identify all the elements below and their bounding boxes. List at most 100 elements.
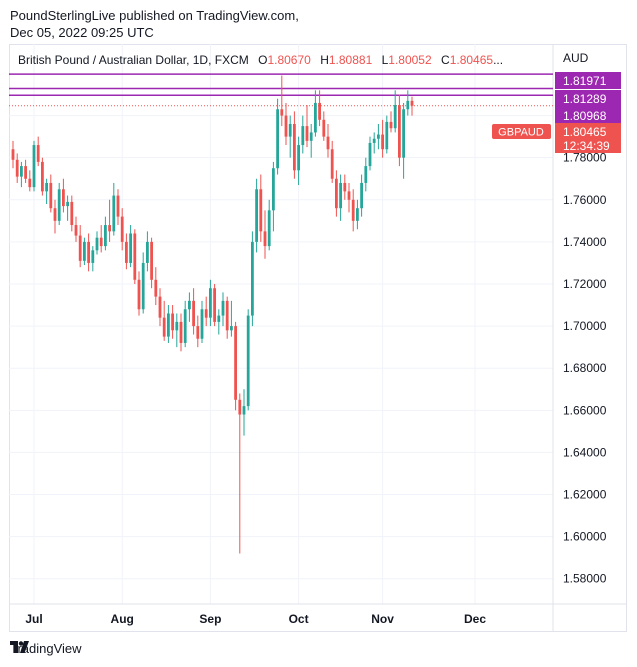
time-tick-label: Oct — [289, 612, 309, 626]
candle-body — [66, 201, 69, 207]
time-tick-label: Sep — [199, 612, 221, 626]
level-label-bg — [555, 72, 621, 89]
level-label-bg — [555, 107, 621, 124]
candle-body — [95, 237, 99, 251]
candle-body — [259, 189, 263, 232]
candle-body — [272, 168, 275, 211]
tradingview-brand: TradingView — [10, 641, 82, 656]
open-label: O — [258, 53, 267, 67]
price-tick-label: 1.64000 — [563, 445, 607, 459]
candle-body — [360, 182, 363, 209]
candle-body — [154, 279, 158, 297]
candle-body — [87, 241, 90, 263]
candle-body — [364, 166, 368, 183]
candle-body — [167, 313, 170, 337]
candle-body — [192, 300, 195, 327]
candle-body — [112, 195, 116, 232]
candle-body — [175, 321, 179, 331]
candle-body — [284, 115, 288, 137]
candle-body — [196, 326, 200, 339]
candle-body — [389, 121, 393, 129]
symbol-title: British Pound / Australian Dollar, 1D, F… — [18, 53, 249, 67]
candle-body — [141, 262, 145, 310]
candle-body — [116, 195, 120, 217]
high-label: H — [320, 53, 329, 67]
candle-body — [377, 134, 380, 139]
candle-body — [36, 145, 40, 162]
candle-body — [99, 237, 103, 247]
level-label-value: 1.80968 — [563, 109, 607, 123]
axis-currency-label: AUD — [563, 51, 589, 65]
open-value: 1.80670 — [267, 53, 311, 67]
candle-body — [221, 300, 225, 316]
candle-body — [20, 166, 23, 177]
candle-body — [225, 300, 229, 331]
candle-body — [314, 102, 317, 133]
legend-ellipsis: ... — [493, 53, 503, 67]
horizontal-levels — [9, 73, 553, 96]
candle-body — [234, 326, 237, 400]
price-tick-label: 1.60000 — [563, 530, 607, 544]
candle-body — [339, 182, 342, 209]
candle-body — [318, 102, 321, 120]
tradingview-logo-icon — [10, 641, 29, 653]
candle-body — [45, 182, 48, 192]
candle-body — [183, 309, 187, 343]
candle-body — [356, 208, 359, 221]
candle-body — [406, 100, 410, 110]
candle-body — [385, 121, 389, 150]
candle-body — [78, 235, 82, 261]
close-value: 1.80465 — [450, 53, 494, 67]
candle-body — [204, 309, 208, 318]
candle-body — [133, 233, 137, 280]
level-label-value: 1.81289 — [563, 92, 607, 106]
candle-body — [267, 210, 271, 247]
time-axis[interactable]: Jul Aug Sep Oct Nov Dec — [25, 612, 486, 626]
candle-body — [393, 105, 397, 129]
candle-body — [200, 309, 204, 339]
price-tick-label: 1.62000 — [563, 488, 607, 502]
candle-body — [108, 225, 111, 232]
low-value: 1.80052 — [388, 53, 432, 67]
candle-body — [11, 149, 15, 160]
candle-body — [91, 250, 95, 263]
candle-body — [57, 189, 61, 221]
candle-body — [162, 317, 166, 337]
candle-body — [15, 159, 19, 177]
low-label: L — [382, 53, 389, 67]
candle-body — [150, 241, 153, 280]
candle-body — [246, 315, 250, 407]
price-tick-label: 1.66000 — [563, 403, 607, 417]
candle-body — [209, 288, 212, 318]
candle-body — [280, 109, 284, 116]
candle-body — [125, 241, 128, 263]
candle-body — [83, 241, 86, 261]
level-labels: 1.81971 1.81289 1.80968 — [555, 72, 621, 124]
candle-body — [326, 136, 330, 150]
candle-body — [255, 189, 258, 242]
candle-body — [351, 199, 355, 221]
price-tick-label: 1.76000 — [563, 193, 607, 207]
candle-body — [322, 119, 326, 137]
candle-body — [137, 279, 141, 310]
candle-body — [230, 326, 233, 331]
candle-body — [146, 241, 149, 263]
candle-body — [368, 142, 372, 167]
candle-body — [402, 109, 405, 158]
candle-body — [301, 126, 305, 146]
price-axis[interactable]: 1.800001.780001.760001.740001.720001.700… — [563, 109, 607, 586]
candle-body — [238, 399, 242, 415]
candle-body — [70, 201, 74, 226]
time-tick-label: Dec — [464, 612, 486, 626]
candle-body — [276, 109, 279, 169]
candle-body — [62, 189, 65, 207]
tradingview-footer[interactable]: TradingView — [10, 641, 82, 656]
ticker-tag-text: GBPAUD — [498, 127, 544, 139]
publisher-line: PoundSterlingLive published on TradingVi… — [10, 8, 299, 23]
candle-body — [179, 321, 183, 343]
candle-body — [288, 124, 292, 137]
candle-body — [104, 225, 107, 247]
candle-body — [251, 241, 254, 316]
candle-body — [129, 233, 132, 263]
